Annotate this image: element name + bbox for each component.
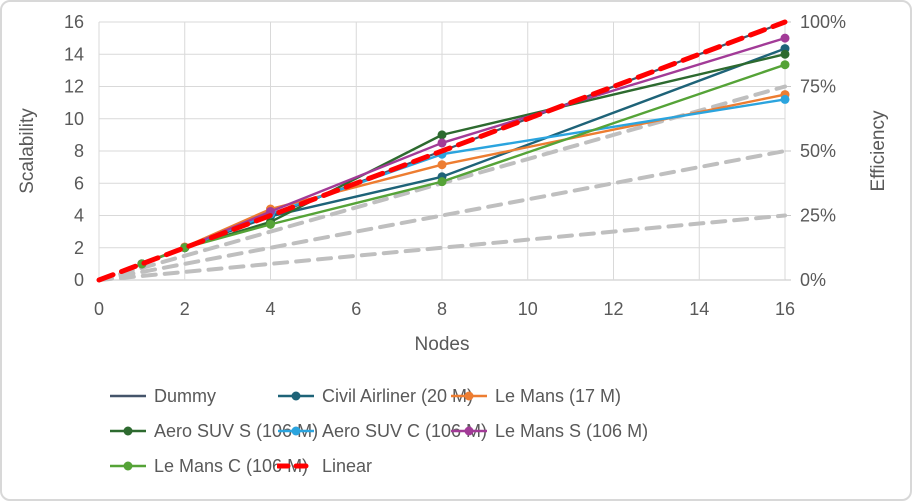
legend-label-le-mans-17-m-: Le Mans (17 M) xyxy=(495,386,622,406)
y-axis-left-tick-label: 6 xyxy=(74,173,84,193)
y-axis-left-tick-label: 16 xyxy=(64,12,84,32)
legend-swatch-linear xyxy=(277,463,315,469)
x-axis-tick-label: 12 xyxy=(603,299,623,319)
x-axis-tick-label: 16 xyxy=(775,299,795,319)
x-axis-tick-label: 4 xyxy=(265,299,275,319)
legend-label-le-mans-s-106-m-: Le Mans S (106 M) xyxy=(495,421,649,441)
legend-swatch-dummy xyxy=(110,394,146,398)
legend-label-civil-airliner-20-m-: Civil Airliner (20 M) xyxy=(322,386,474,406)
legend-swatch-le-mans-17-m- xyxy=(451,391,487,401)
y-axis-left-title: Scalability xyxy=(17,108,38,194)
legend-item-linear: Linear xyxy=(277,455,450,477)
y-axis-right-tick-label: 25% xyxy=(800,206,836,226)
y-axis-left-tick-label: 10 xyxy=(64,109,84,129)
series-marker-le-mans-s-106-m- xyxy=(780,33,790,43)
legend-item-le-mans-c-106-m-: Le Mans C (106 M) xyxy=(109,455,308,477)
legend-label-dummy: Dummy xyxy=(154,386,216,406)
x-axis-tick-label: 8 xyxy=(437,299,447,319)
chart-legend: Dummy Civil Airliner (20 M) Le Mans (17 M)… xyxy=(109,385,648,477)
series-marker-aero-suv-c-106-m- xyxy=(780,94,790,104)
y-axis-right-tick-label: 100% xyxy=(800,12,846,32)
legend-item-le-mans-s-106-m-: Le Mans S (106 M) xyxy=(450,420,648,442)
legend-item-civil-airliner-20-m-: Civil Airliner (20 M) xyxy=(277,385,473,407)
x-axis-tick-label: 14 xyxy=(689,299,709,319)
x-axis-tick-label: 6 xyxy=(351,299,361,319)
y-axis-left-tick-label: 14 xyxy=(64,44,84,64)
legend-item-le-mans-17-m-: Le Mans (17 M) xyxy=(450,385,648,407)
x-axis-tick-label: 2 xyxy=(180,299,190,319)
series-marker-le-mans-17-m- xyxy=(437,160,447,170)
legend-swatch-le-mans-s-106-m- xyxy=(451,426,487,436)
legend-label-le-mans-c-106-m-: Le Mans C (106 M) xyxy=(154,456,309,476)
series-marker-aero-suv-s-106-m- xyxy=(780,49,790,59)
25%-efficiency-guide xyxy=(97,213,787,282)
50%-efficiency-guide xyxy=(97,149,787,282)
series-marker-le-mans-c-106-m- xyxy=(266,219,275,229)
y-axis-right-tick-label: 75% xyxy=(800,77,836,97)
legend-swatch-aero-suv-c-106-m- xyxy=(278,426,314,436)
x-axis-tick-label: 0 xyxy=(94,299,104,319)
y-axis-right-tick-label: 50% xyxy=(800,141,836,161)
x-axis-title: Nodes xyxy=(415,334,470,355)
y-axis-left-tick-label: 8 xyxy=(74,141,84,161)
y-axis-left-tick-label: 12 xyxy=(64,77,84,97)
y-axis-right-title: Efficiency xyxy=(868,110,889,191)
legend-item-aero-suv-s-106-m-: Aero SUV S (106 M) xyxy=(109,420,318,442)
series-marker-aero-suv-s-106-m- xyxy=(437,130,447,140)
legend-item-dummy: Dummy xyxy=(109,385,277,407)
legend-swatch-aero-suv-s-106-m- xyxy=(110,426,146,436)
series-marker-le-mans-s-106-m- xyxy=(437,138,447,148)
y-axis-left-tick-label: 4 xyxy=(74,206,84,226)
y-axis-right-tick-label: 0% xyxy=(800,270,826,290)
series-marker-le-mans-c-106-m- xyxy=(780,60,790,70)
legend-label-aero-suv-s-106-m-: Aero SUV S (106 M) xyxy=(154,421,319,441)
series-line-le-mans-c-106-m- xyxy=(140,63,787,266)
legend-swatch-le-mans-c-106-m- xyxy=(110,461,146,471)
series-line-linear xyxy=(96,19,788,283)
legend-swatch-civil-airliner-20-m- xyxy=(278,391,314,401)
legend-label-aero-suv-c-106-m-: Aero SUV C (106 M) xyxy=(322,421,488,441)
legend-label-linear: Linear xyxy=(322,456,373,476)
legend-item-aero-suv-c-106-m-: Aero SUV C (106 M) xyxy=(277,420,487,442)
x-axis-tick-label: 10 xyxy=(518,299,538,319)
y-axis-left-tick-label: 0 xyxy=(74,270,84,290)
y-axis-left-tick-label: 2 xyxy=(74,238,84,258)
series-marker-le-mans-c-106-m- xyxy=(437,177,447,187)
